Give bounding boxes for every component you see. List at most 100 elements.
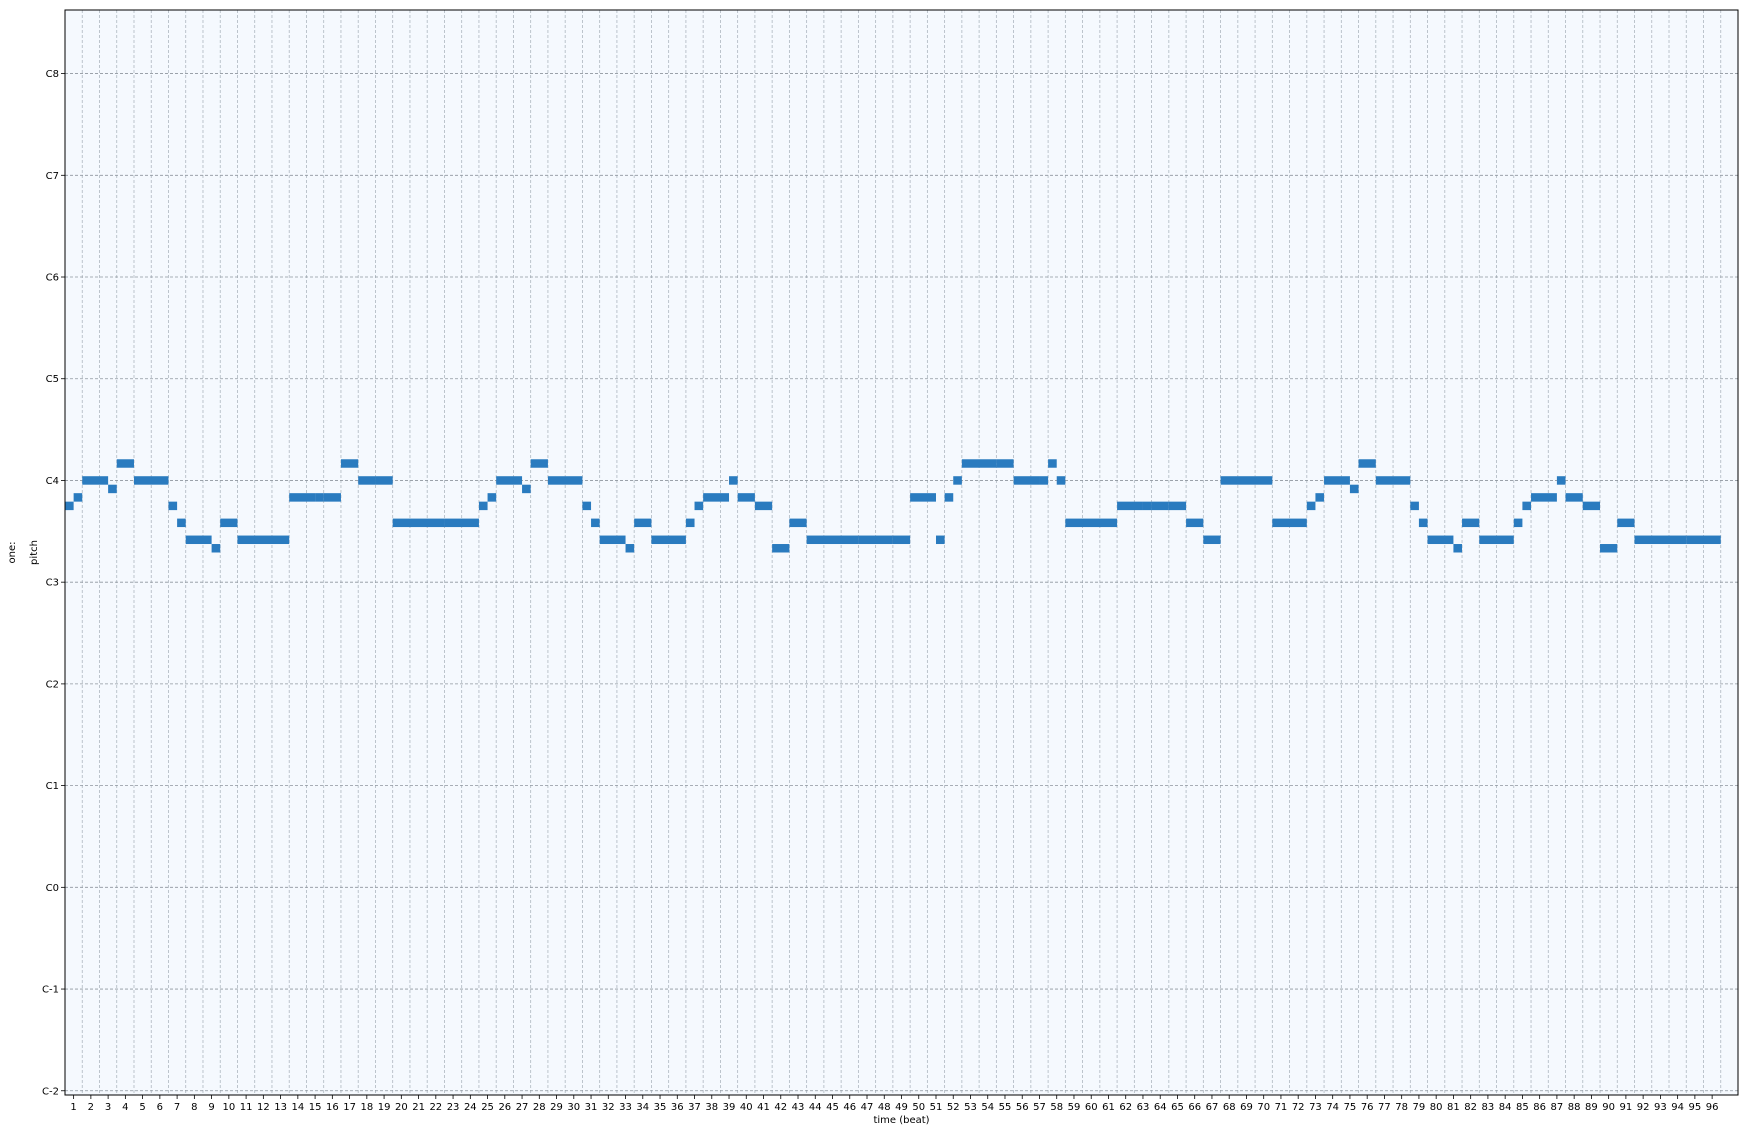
x-tick-label: 20 (395, 1102, 408, 1113)
note (1151, 501, 1169, 511)
x-tick-label: 86 (1533, 1102, 1546, 1113)
note (1168, 501, 1187, 511)
note (168, 501, 178, 511)
note (892, 535, 911, 545)
x-tick-label: 50 (912, 1102, 925, 1113)
x-tick-label: 77 (1378, 1102, 1391, 1113)
note (323, 493, 341, 502)
note (1565, 493, 1583, 502)
x-tick-label: 95 (1689, 1102, 1702, 1113)
x-tick-label: 38 (705, 1102, 718, 1113)
x-tick-label: 54 (981, 1102, 994, 1113)
note (547, 476, 583, 485)
x-tick-label: 61 (1102, 1102, 1115, 1113)
note (65, 501, 74, 511)
note (1324, 476, 1350, 485)
note (625, 544, 635, 553)
x-tick-label: 42 (774, 1102, 787, 1113)
x-tick-label: 87 (1551, 1102, 1564, 1113)
x-tick-label: 89 (1585, 1102, 1598, 1113)
note (1203, 535, 1221, 545)
note (1117, 501, 1143, 511)
note (1358, 459, 1376, 468)
x-tick-label: 58 (1050, 1102, 1063, 1113)
x-tick-label: 59 (1068, 1102, 1081, 1113)
x-tick-label: 1 (70, 1102, 76, 1113)
note (953, 476, 962, 485)
note (1427, 535, 1454, 545)
note (1531, 493, 1557, 502)
note (1634, 535, 1687, 545)
note (1349, 484, 1359, 494)
note (211, 544, 221, 553)
x-tick-label: 62 (1119, 1102, 1132, 1113)
x-tick-label: 56 (1016, 1102, 1029, 1113)
x-tick-label: 28 (533, 1102, 546, 1113)
x-tick-label: 29 (550, 1102, 563, 1113)
note (1686, 535, 1721, 545)
y-tick-label: C1 (46, 781, 59, 792)
note (729, 476, 738, 485)
x-tick-label: 40 (740, 1102, 753, 1113)
x-tick-label: 48 (878, 1102, 891, 1113)
note (1479, 535, 1514, 545)
note (1582, 501, 1601, 511)
note (694, 501, 704, 511)
x-tick-label: 35 (654, 1102, 667, 1113)
x-tick-label: 53 (964, 1102, 977, 1113)
x-tick-label: 52 (947, 1102, 960, 1113)
y-tick-label: C-1 (42, 985, 59, 996)
y-tick-label: C5 (46, 374, 59, 385)
x-tick-label: 49 (895, 1102, 908, 1113)
note (1600, 544, 1618, 553)
x-tick-label: 30 (567, 1102, 580, 1113)
note (1142, 501, 1152, 511)
x-tick-label: 78 (1395, 1102, 1408, 1113)
x-tick-label: 93 (1654, 1102, 1667, 1113)
x-tick-label: 83 (1482, 1102, 1495, 1113)
note (1220, 476, 1273, 485)
note (177, 518, 186, 528)
note (496, 476, 523, 485)
note (996, 459, 1014, 468)
note (703, 493, 730, 502)
x-tick-label: 75 (1344, 1102, 1357, 1113)
x-tick-label: 2 (88, 1102, 94, 1113)
note (961, 459, 997, 468)
x-tick-label: 41 (757, 1102, 770, 1113)
note (1013, 476, 1040, 485)
note (944, 493, 954, 502)
grid-layer (65, 10, 1738, 1095)
x-tick-label: 5 (139, 1102, 145, 1113)
x-tick-label: 84 (1499, 1102, 1512, 1113)
x-tick-label: 55 (999, 1102, 1012, 1113)
plot-background (65, 10, 1738, 1095)
x-tick-label: 66 (1188, 1102, 1201, 1113)
y-tick-label: C4 (46, 476, 59, 487)
x-tick-label: 6 (157, 1102, 163, 1113)
x-tick-label: 88 (1568, 1102, 1581, 1113)
note (185, 535, 212, 545)
note (1065, 518, 1118, 528)
x-tick-label: 17 (343, 1102, 356, 1113)
note (1462, 518, 1480, 528)
note (1453, 544, 1463, 553)
note (315, 493, 324, 502)
x-tick-label: 27 (516, 1102, 529, 1113)
x-tick-label: 71 (1275, 1102, 1288, 1113)
note (478, 501, 488, 511)
note (935, 535, 945, 545)
y-tick-label: C8 (46, 69, 59, 80)
x-tick-label: 96 (1706, 1102, 1719, 1113)
note (1617, 518, 1635, 528)
x-tick-label: 44 (809, 1102, 822, 1113)
x-tick-label: 24 (464, 1102, 477, 1113)
x-tick-label: 13 (274, 1102, 287, 1113)
x-tick-label: 11 (240, 1102, 253, 1113)
note (789, 518, 807, 528)
x-tick-label: 36 (671, 1102, 684, 1113)
y-tick-label: C7 (46, 171, 59, 182)
note (237, 535, 290, 545)
y-tick-label: C3 (46, 578, 59, 589)
